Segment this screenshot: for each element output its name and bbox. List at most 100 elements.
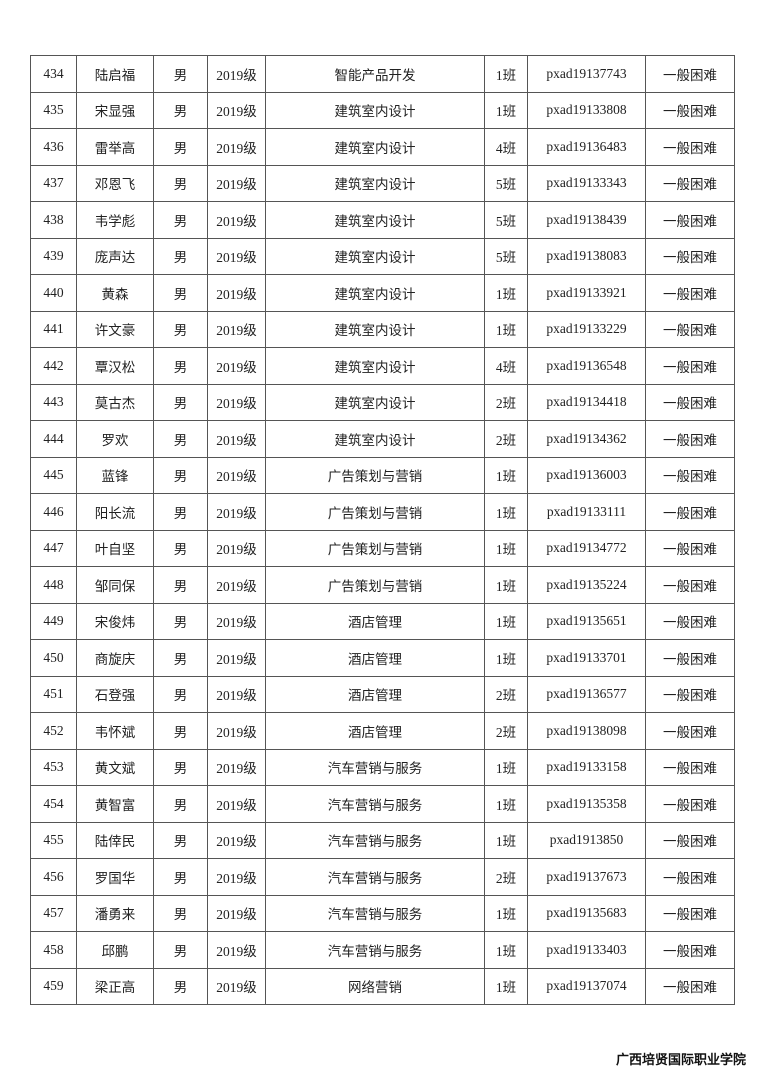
major-cell: 酒店管理 — [265, 675, 485, 713]
difficulty-level-cell: 一般困难 — [645, 310, 735, 348]
table-row: 459 梁正高男 2019级 网络营销 1班 pxad19137074 一般困难 — [30, 967, 735, 1005]
row-number-cell: 455 — [30, 821, 77, 859]
class-cell: 1班 — [484, 566, 528, 604]
grade-cell: 2019级 — [207, 493, 266, 531]
row-number-cell: 450 — [30, 639, 77, 677]
student-name-cell: 黄森 — [76, 274, 154, 312]
gender-cell: 男 — [153, 164, 208, 202]
student-name-cell: 陆启福 — [76, 55, 154, 93]
major-cell: 汽车营销与服务 — [265, 748, 485, 786]
class-cell: 1班 — [484, 91, 528, 129]
row-number-cell: 452 — [30, 712, 77, 750]
major-cell: 建筑室内设计 — [265, 128, 485, 166]
student-id-cell: pxad19136483 — [527, 128, 646, 166]
student-name-cell: 黄文斌 — [76, 748, 154, 786]
student-id-cell: pxad19134362 — [527, 420, 646, 458]
table-row: 449 宋俊炜男 2019级 酒店管理 1班 pxad19135651 一般困难 — [30, 602, 735, 640]
class-cell: 1班 — [484, 639, 528, 677]
class-cell: 1班 — [484, 748, 528, 786]
grade-cell: 2019级 — [207, 858, 266, 896]
student-name-cell: 韦怀斌 — [76, 712, 154, 750]
class-cell: 1班 — [484, 55, 528, 93]
student-name-cell: 邹同保 — [76, 566, 154, 604]
student-name-cell: 许文豪 — [76, 310, 154, 348]
difficulty-level-cell: 一般困难 — [645, 237, 735, 275]
table-row: 456 罗国华男 2019级 汽车营销与服务 2班 pxad19137673 一般困难 — [30, 858, 735, 896]
class-cell: 1班 — [484, 529, 528, 567]
grade-cell: 2019级 — [207, 310, 266, 348]
gender-cell: 男 — [153, 858, 208, 896]
table-row: 441 许文豪男 2019级 建筑室内设计 1班 pxad19133229 一般困难 — [30, 310, 735, 348]
gender-cell: 男 — [153, 821, 208, 859]
table-row: 445 蓝锋男 2019级 广告策划与营销 1班 pxad19136003 一般困难 — [30, 456, 735, 494]
student-name-cell: 宋显强 — [76, 91, 154, 129]
major-cell: 建筑室内设计 — [265, 237, 485, 275]
row-number-cell: 449 — [30, 602, 77, 640]
grade-cell: 2019级 — [207, 201, 266, 239]
student-id-cell: pxad19133701 — [527, 639, 646, 677]
student-name-cell: 韦学彪 — [76, 201, 154, 239]
class-cell: 5班 — [484, 201, 528, 239]
gender-cell: 男 — [153, 201, 208, 239]
class-cell: 5班 — [484, 237, 528, 275]
student-name-cell: 黄智富 — [76, 785, 154, 823]
grade-cell: 2019级 — [207, 675, 266, 713]
gender-cell: 男 — [153, 310, 208, 348]
major-cell: 酒店管理 — [265, 602, 485, 640]
student-id-cell: pxad19136003 — [527, 456, 646, 494]
difficulty-level-cell: 一般困难 — [645, 858, 735, 896]
gender-cell: 男 — [153, 420, 208, 458]
class-cell: 4班 — [484, 347, 528, 385]
grade-cell: 2019级 — [207, 164, 266, 202]
row-number-cell: 439 — [30, 237, 77, 275]
student-id-cell: pxad19133111 — [527, 493, 646, 531]
student-name-cell: 陆倖民 — [76, 821, 154, 859]
major-cell: 建筑室内设计 — [265, 310, 485, 348]
grade-cell: 2019级 — [207, 456, 266, 494]
row-number-cell: 436 — [30, 128, 77, 166]
table-row: 438 韦学彪男 2019级 建筑室内设计 5班 pxad19138439 一般困难 — [30, 201, 735, 239]
class-cell: 2班 — [484, 420, 528, 458]
row-number-cell: 453 — [30, 748, 77, 786]
grade-cell: 2019级 — [207, 821, 266, 859]
student-table: 434 陆启福男 2019级 智能产品开发 1班 pxad19137743 一般困难 435 宋… — [30, 55, 735, 1005]
student-name-cell: 覃汉松 — [76, 347, 154, 385]
difficulty-level-cell: 一般困难 — [645, 91, 735, 129]
table-row: 435 宋显强男 2019级 建筑室内设计 1班 pxad19133808 一般困难 — [30, 91, 735, 129]
gender-cell: 男 — [153, 347, 208, 385]
row-number-cell: 443 — [30, 383, 77, 421]
student-id-cell: pxad19135224 — [527, 566, 646, 604]
student-id-cell: pxad19133343 — [527, 164, 646, 202]
table-row: 455 陆倖民男 2019级 汽车营销与服务 1班 pxad1913850 一般困难 — [30, 821, 735, 859]
difficulty-level-cell: 一般困难 — [645, 493, 735, 531]
student-name-cell: 潘勇来 — [76, 894, 154, 932]
difficulty-level-cell: 一般困难 — [645, 821, 735, 859]
major-cell: 酒店管理 — [265, 639, 485, 677]
student-id-cell: pxad19137673 — [527, 858, 646, 896]
table-row: 458 邱鹏男 2019级 汽车营销与服务 1班 pxad19133403 一般困难 — [30, 931, 735, 969]
gender-cell: 男 — [153, 712, 208, 750]
institution-footer: 广西培贤国际职业学院 — [615, 1053, 746, 1068]
difficulty-level-cell: 一般困难 — [645, 347, 735, 385]
student-id-cell: pxad19133403 — [527, 931, 646, 969]
major-cell: 广告策划与营销 — [265, 529, 485, 567]
class-cell: 1班 — [484, 310, 528, 348]
student-name-cell: 莫古杰 — [76, 383, 154, 421]
row-number-cell: 438 — [30, 201, 77, 239]
table-row: 451 石登强男 2019级 酒店管理 2班 pxad19136577 一般困难 — [30, 675, 735, 713]
difficulty-level-cell: 一般困难 — [645, 383, 735, 421]
difficulty-level-cell: 一般困难 — [645, 420, 735, 458]
difficulty-level-cell: 一般困难 — [645, 529, 735, 567]
class-cell: 1班 — [484, 821, 528, 859]
student-name-cell: 邱鹏 — [76, 931, 154, 969]
major-cell: 汽车营销与服务 — [265, 821, 485, 859]
student-id-cell: pxad19134772 — [527, 529, 646, 567]
gender-cell: 男 — [153, 602, 208, 640]
major-cell: 酒店管理 — [265, 712, 485, 750]
student-id-cell: pxad19138098 — [527, 712, 646, 750]
table-row: 439 庞声达男 2019级 建筑室内设计 5班 pxad19138083 一般困难 — [30, 237, 735, 275]
student-name-cell: 蓝锋 — [76, 456, 154, 494]
class-cell: 1班 — [484, 967, 528, 1005]
table-row: 448 邹同保男 2019级 广告策划与营销 1班 pxad19135224 一般困难 — [30, 566, 735, 604]
student-id-cell: pxad19135651 — [527, 602, 646, 640]
